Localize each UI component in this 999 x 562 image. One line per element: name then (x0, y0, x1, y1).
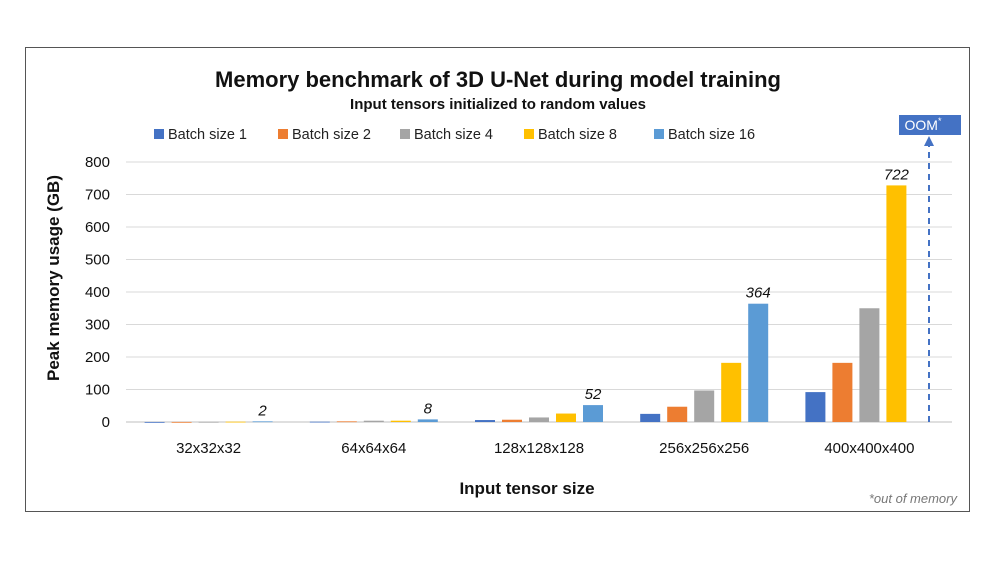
bar (667, 406, 688, 422)
legend-item: Batch size 1 (154, 127, 247, 143)
bar (198, 421, 219, 423)
bar (336, 421, 357, 423)
x-tick-label: 128x128x128 (494, 440, 584, 457)
legend-swatch (154, 129, 164, 139)
bar (805, 392, 826, 422)
legend-item: Batch size 4 (400, 127, 493, 143)
bar-chart: Memory benchmark of 3D U-Net during mode… (44, 67, 961, 506)
y-axis-ticks: 0 100 200 300 400 500 600 700 800 (85, 154, 110, 431)
footnote: *out of memory (869, 491, 959, 506)
data-label: 52 (585, 386, 602, 403)
chart-frame: Memory benchmark of 3D U-Net during mode… (25, 47, 970, 512)
y-tick-label: 400 (85, 284, 110, 301)
bar (390, 420, 411, 422)
bar (640, 413, 661, 422)
oom-box (899, 115, 961, 135)
data-label: 722 (884, 166, 910, 183)
x-tick-label: 400x400x400 (824, 440, 914, 457)
bar (832, 362, 853, 422)
bar (309, 421, 330, 423)
bar (529, 417, 549, 422)
bar (859, 308, 880, 422)
bars (144, 185, 907, 423)
bar (502, 419, 522, 422)
bar (252, 421, 273, 423)
oom-label: OOM* (905, 116, 942, 133)
bar (556, 413, 576, 422)
bar (363, 420, 384, 422)
legend-swatch (400, 129, 410, 139)
legend-item: Batch size 8 (524, 127, 617, 143)
bar (144, 421, 165, 423)
x-tick-label: 64x64x64 (341, 440, 406, 457)
bar (171, 421, 192, 423)
y-tick-label: 600 (85, 219, 110, 236)
legend-item: Batch size 16 (654, 127, 755, 143)
bar (475, 420, 495, 422)
data-label: 8 (424, 400, 433, 417)
legend-label: Batch size 1 (168, 127, 247, 143)
y-tick-label: 200 (85, 349, 110, 366)
gridlines (126, 161, 952, 423)
data-label: 364 (746, 285, 771, 302)
x-tick-label: 256x256x256 (659, 440, 749, 457)
oom-arrow-head (924, 136, 934, 146)
chart-title: Memory benchmark of 3D U-Net during mode… (215, 67, 781, 92)
y-axis-title: Peak memory usage (GB) (44, 175, 63, 381)
bar (583, 405, 603, 422)
legend: Batch size 1 Batch size 2 Batch size 4 Batc… (154, 127, 755, 143)
oom-annotation: OOM* (899, 115, 961, 422)
legend-swatch (654, 129, 664, 139)
bar (417, 419, 438, 422)
y-tick-label: 500 (85, 252, 110, 269)
y-tick-label: 100 (85, 382, 110, 399)
legend-item: Batch size 2 (278, 127, 371, 143)
y-tick-label: 0 (102, 414, 110, 431)
x-axis-title: Input tensor size (459, 479, 594, 498)
legend-swatch (524, 129, 534, 139)
legend-label: Batch size 4 (414, 127, 493, 143)
bar (886, 185, 907, 422)
bar (748, 303, 769, 422)
chart-subtitle: Input tensors initialized to random valu… (350, 96, 646, 113)
bar (694, 390, 715, 422)
data-labels: 2 8 52 364 722 (257, 166, 909, 419)
legend-swatch (278, 129, 288, 139)
oom-label-marker: * (938, 116, 942, 126)
y-tick-label: 300 (85, 317, 110, 334)
oom-label-text: OOM (905, 117, 938, 133)
legend-label: Batch size 8 (538, 127, 617, 143)
bar (721, 362, 742, 422)
y-tick-label: 800 (85, 154, 110, 171)
y-tick-label: 700 (85, 187, 110, 204)
x-axis-categories: 32x32x32 64x64x64 128x128x128 256x256x256 40… (176, 440, 914, 457)
x-tick-label: 32x32x32 (176, 440, 241, 457)
data-label: 2 (257, 402, 267, 419)
legend-label: Batch size 16 (668, 127, 755, 143)
legend-label: Batch size 2 (292, 127, 371, 143)
bar (225, 421, 246, 423)
